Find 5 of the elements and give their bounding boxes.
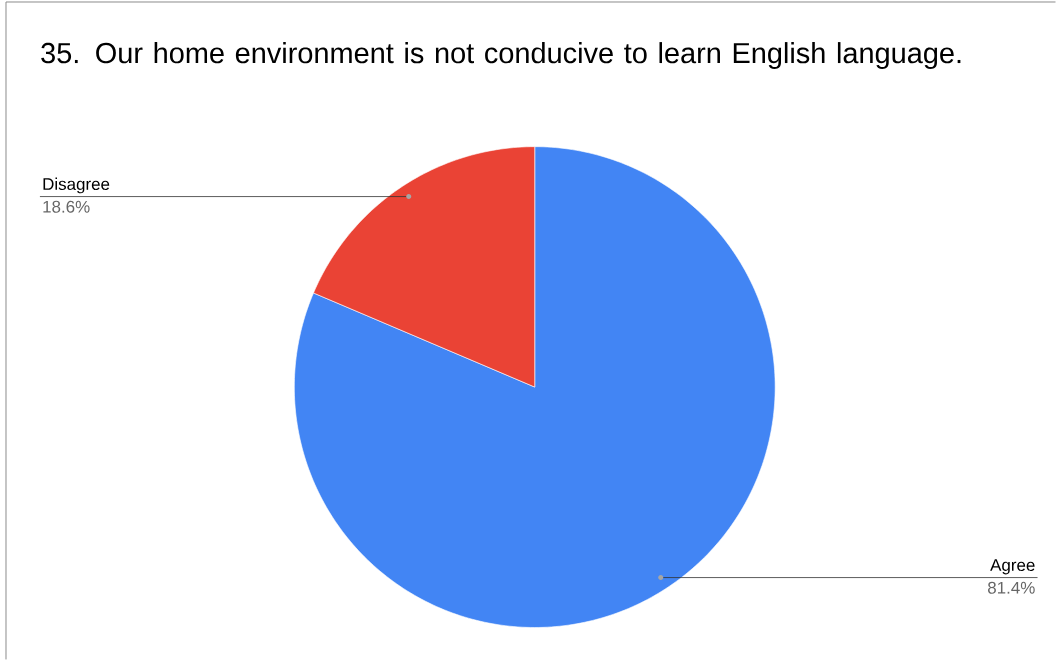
data-label: 18.6% bbox=[43, 200, 90, 213]
slice-label: Agree bbox=[990, 559, 1035, 575]
data-label: 81.4% bbox=[987, 581, 1035, 594]
slice-label: Disagree bbox=[43, 177, 110, 194]
chart-title: 35. Our home environment is not conducive to learn English language. bbox=[41, 42, 961, 70]
